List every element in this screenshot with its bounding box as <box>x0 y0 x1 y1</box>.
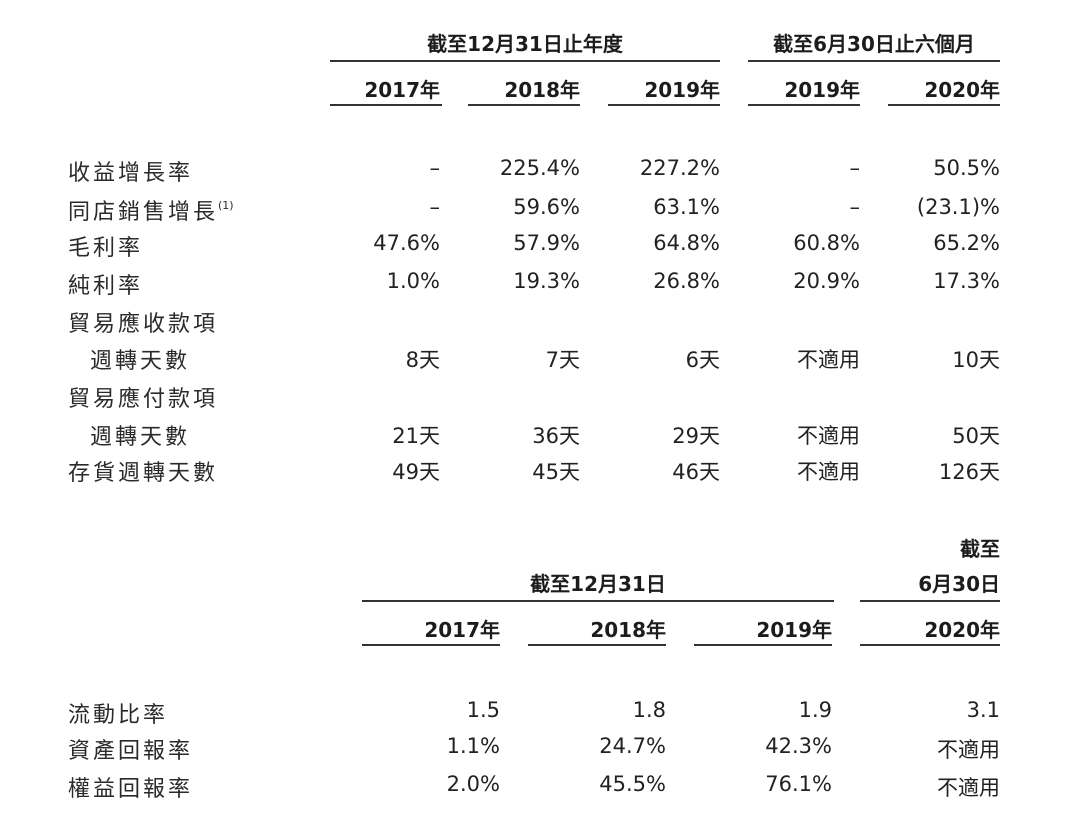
table-cell: 10天 <box>952 348 1000 372</box>
table1-group-rule-2 <box>748 60 1000 62</box>
table2-group-header-line2: 6月30日 <box>918 572 1000 596</box>
table2-col-rule <box>860 644 1000 646</box>
table-cell: 46天 <box>672 460 720 484</box>
table-cell: 26.8% <box>653 269 720 293</box>
row-label-text: 同店銷售增長 <box>68 200 219 225</box>
row-label-gross-margin: 毛利率 <box>68 236 144 261</box>
table-cell: 63.1% <box>653 195 720 219</box>
row-label-trade-payables: 貿易應付款項 <box>68 387 219 412</box>
table1-col-rule <box>888 104 1000 106</box>
table-cell: 59.6% <box>513 195 580 219</box>
table-cell: 1.5 <box>466 698 500 722</box>
table-cell: 24.7% <box>599 734 666 758</box>
table-cell: 60.8% <box>793 231 860 255</box>
row-label-return-on-assets: 資產回報率 <box>68 739 194 764</box>
table-cell: 不適用 <box>797 424 860 448</box>
table1-col-rule <box>748 104 860 106</box>
table2-col-header: 2019年 <box>756 618 832 642</box>
table-cell: – <box>849 195 861 219</box>
row-label-inventory-turnover-days: 存貨週轉天數 <box>68 461 219 486</box>
table2-col-header: 2020年 <box>924 618 1000 642</box>
table-cell: 不適用 <box>797 460 860 484</box>
table2-group-header-year-end: 截至12月31日 <box>530 572 666 596</box>
row-label-receivables-turnover-days: 週轉天數 <box>90 349 191 374</box>
table1-col-header: 2018年 <box>504 78 580 102</box>
row-label-trade-receivables: 貿易應收款項 <box>68 312 219 337</box>
table1-col-rule <box>330 104 442 106</box>
table-cell: 不適用 <box>937 776 1000 800</box>
table1-col-header: 2017年 <box>364 78 440 102</box>
table2-group-header-line1: 截至 <box>960 537 1000 561</box>
table2-group-rule-1 <box>362 600 834 602</box>
table1-group-rule-1 <box>330 60 720 62</box>
row-label-current-ratio: 流動比率 <box>68 703 169 728</box>
table-cell: 1.9 <box>798 698 832 722</box>
table-cell: 19.3% <box>513 269 580 293</box>
table-cell: 49天 <box>392 460 440 484</box>
table-cell: 1.1% <box>446 734 500 758</box>
table-cell: 42.3% <box>765 734 832 758</box>
row-label-same-store-sales-growth: 同店銷售增長(1) <box>68 194 234 226</box>
table1-col-header: 2020年 <box>924 78 1000 102</box>
table-cell: 65.2% <box>933 231 1000 255</box>
table-cell: 不適用 <box>937 738 1000 762</box>
table-cell: 6天 <box>685 348 720 372</box>
table-cell: 126天 <box>938 460 1000 484</box>
table-cell: 227.2% <box>639 156 720 180</box>
table-cell: 7天 <box>545 348 580 372</box>
table-cell: – <box>429 156 441 180</box>
row-label-return-on-equity: 權益回報率 <box>68 777 194 802</box>
table-cell: 36天 <box>532 424 580 448</box>
table1-col-header: 2019年 <box>644 78 720 102</box>
table-cell: 225.4% <box>499 156 580 180</box>
table-cell: 2.0% <box>446 772 500 796</box>
table-cell: 45天 <box>532 460 580 484</box>
row-label-revenue-growth: 收益增長率 <box>68 161 194 186</box>
table-cell: 8天 <box>405 348 440 372</box>
table-cell: 3.1 <box>966 698 1000 722</box>
table1-group-header-fiscal-year: 截至12月31日止年度 <box>427 32 623 56</box>
table2-col-header: 2017年 <box>424 618 500 642</box>
row-label-payables-turnover-days: 週轉天數 <box>90 425 191 450</box>
table-cell: (23.1)% <box>916 195 1000 219</box>
table-cell: 21天 <box>392 424 440 448</box>
table-cell: – <box>849 156 861 180</box>
table-cell: 20.9% <box>793 269 860 293</box>
table-cell: 64.8% <box>653 231 720 255</box>
table-cell: 47.6% <box>373 231 440 255</box>
table1-col-rule <box>468 104 580 106</box>
table-cell: 29天 <box>672 424 720 448</box>
table-cell: 76.1% <box>765 772 832 796</box>
table-cell: 不適用 <box>797 348 860 372</box>
footnote-marker: (1) <box>218 198 234 212</box>
table2-col-rule <box>694 644 832 646</box>
table-cell: 17.3% <box>933 269 1000 293</box>
table2-col-header: 2018年 <box>590 618 666 642</box>
table-cell: 1.0% <box>386 269 440 293</box>
table1-group-header-six-months: 截至6月30日止六個月 <box>773 32 975 56</box>
table-cell: 45.5% <box>599 772 666 796</box>
table-cell: 1.8 <box>632 698 666 722</box>
table-cell: 50天 <box>952 424 1000 448</box>
table2-col-rule <box>362 644 500 646</box>
table-cell: 50.5% <box>933 156 1000 180</box>
table2-col-rule <box>528 644 666 646</box>
table1-col-rule <box>608 104 720 106</box>
table1-col-header: 2019年 <box>784 78 860 102</box>
table2-group-rule-2 <box>860 600 1000 602</box>
row-label-net-margin: 純利率 <box>68 274 144 299</box>
table-cell: 57.9% <box>513 231 580 255</box>
table-cell: – <box>429 195 441 219</box>
